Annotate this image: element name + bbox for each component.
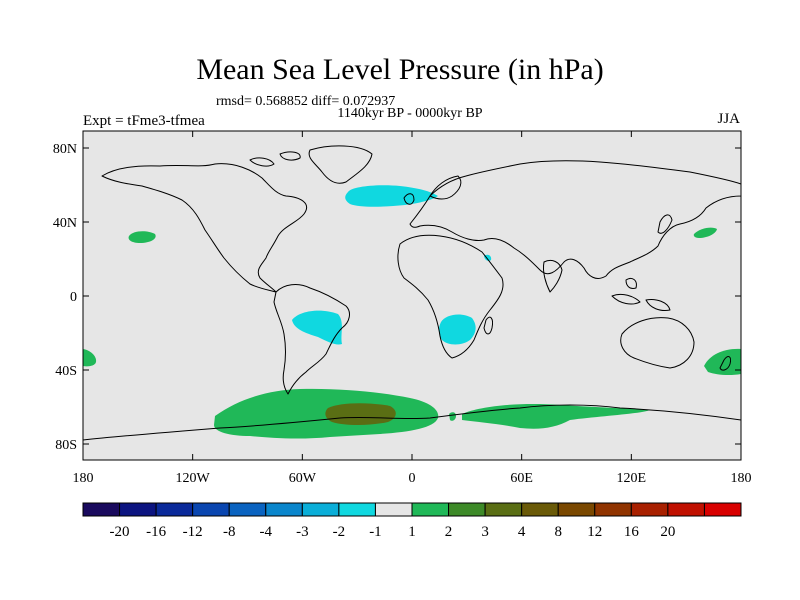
negative-anomaly-southern-africa xyxy=(438,314,476,345)
colorbar-swatch xyxy=(265,502,303,517)
colorbar-swatch xyxy=(228,502,267,517)
lon-tick-label: 60W xyxy=(289,471,317,486)
colorbar-label: -16 xyxy=(146,524,166,540)
coastline-north-america xyxy=(101,163,308,293)
coastline-japan xyxy=(657,214,673,234)
season-label: JJA xyxy=(717,111,740,127)
colorbar-label: 3 xyxy=(481,524,489,540)
coastline-south-america xyxy=(273,284,350,395)
coastline-india xyxy=(543,259,563,293)
coastline-greenland xyxy=(308,145,373,184)
lon-tick-label: 120E xyxy=(617,471,647,486)
longitude-axis: 180 120W 60W 0 60E 120E 180 xyxy=(73,131,752,486)
colorbar-swatch xyxy=(82,502,121,517)
colorbar-label: -2 xyxy=(333,524,346,540)
lat-tick-label: 0 xyxy=(70,290,77,305)
colorbar-label: 16 xyxy=(624,524,640,540)
colorbar-label: -4 xyxy=(260,524,273,540)
colorbar-label: -1 xyxy=(369,524,382,540)
colorbar-swatch xyxy=(630,502,669,517)
coastline-madagascar xyxy=(483,316,493,335)
anomaly-fields xyxy=(83,145,741,441)
colorbar-label: -3 xyxy=(296,524,309,540)
colorbar-swatch xyxy=(338,502,376,517)
lon-tick-label: 180 xyxy=(73,471,94,486)
lon-tick-label: 0 xyxy=(409,471,416,486)
colorbar-label: -8 xyxy=(223,524,236,540)
positive-anomaly-core xyxy=(325,403,396,425)
coastline-arctic-islands xyxy=(249,151,301,167)
coastline-australia xyxy=(620,317,695,369)
map-title: Mean Sea Level Pressure (in hPa) xyxy=(196,53,604,86)
lat-tick-label: 80N xyxy=(53,142,77,157)
colorbar-label: 2 xyxy=(445,524,453,540)
colorbar-swatch xyxy=(155,502,194,517)
coastline-eurasia xyxy=(409,160,741,279)
colorbar-swatch xyxy=(667,502,705,517)
colorbar-label: 1 xyxy=(408,524,416,540)
coastline-british-isles xyxy=(403,193,415,205)
positive-anomaly-north-pacific xyxy=(128,231,156,243)
lat-tick-label: 40S xyxy=(55,364,77,379)
colorbar-swatch xyxy=(192,502,230,517)
positive-anomaly-indian-ocean-sector xyxy=(462,404,650,429)
colorbar-label: 8 xyxy=(554,524,562,540)
coastline-scandinavia xyxy=(429,175,462,200)
positive-anomaly-sw-pacific-west xyxy=(83,349,97,367)
colorbar: -20 -16 -12 -8 -4 -3 -2 -1 1 2 3 4 8 12 16 20 xyxy=(82,502,742,540)
colorbar-label: -12 xyxy=(183,524,203,540)
experiment-label: Expt = tFme3-tfmea xyxy=(83,113,205,129)
coastline-new-zealand xyxy=(719,356,731,371)
colorbar-swatch xyxy=(411,502,450,517)
colorbar-label: 20 xyxy=(660,524,675,540)
lon-tick-label: 180 xyxy=(731,471,752,486)
colorbar-swatch xyxy=(484,502,523,517)
lat-tick-label: 40N xyxy=(53,216,77,231)
coastline-antarctica xyxy=(83,404,741,441)
colorbar-swatch xyxy=(374,502,413,517)
colorbar-label: 4 xyxy=(518,524,526,540)
coastline-africa xyxy=(397,234,504,359)
lon-tick-label: 60E xyxy=(510,471,533,486)
colorbar-swatch xyxy=(703,502,742,517)
negative-anomaly-north-atlantic xyxy=(345,185,438,207)
colorbar-swatch xyxy=(448,502,486,517)
negative-anomaly-south-america xyxy=(292,310,342,345)
colorbar-swatch xyxy=(119,502,157,517)
rmsd-diff-text: rmsd= 0.568852 diff= 0.072937 xyxy=(216,94,396,109)
coastline-maritime-asia xyxy=(611,277,671,311)
period-label: 1140kyr BP - 0000kyr BP xyxy=(337,106,483,121)
positive-anomaly-west-pacific xyxy=(693,227,717,238)
colorbar-swatch xyxy=(594,502,632,517)
lat-tick-label: 80S xyxy=(55,438,77,453)
lon-tick-label: 120W xyxy=(176,471,211,486)
colorbar-swatch xyxy=(301,502,340,517)
colorbar-label: 12 xyxy=(587,524,602,540)
colorbar-label: -20 xyxy=(110,524,130,540)
coastlines xyxy=(83,145,741,441)
colorbar-swatch xyxy=(557,502,596,517)
latitude-axis: 80N 40N 0 40S 80S xyxy=(53,142,741,453)
colorbar-swatch xyxy=(521,502,559,517)
